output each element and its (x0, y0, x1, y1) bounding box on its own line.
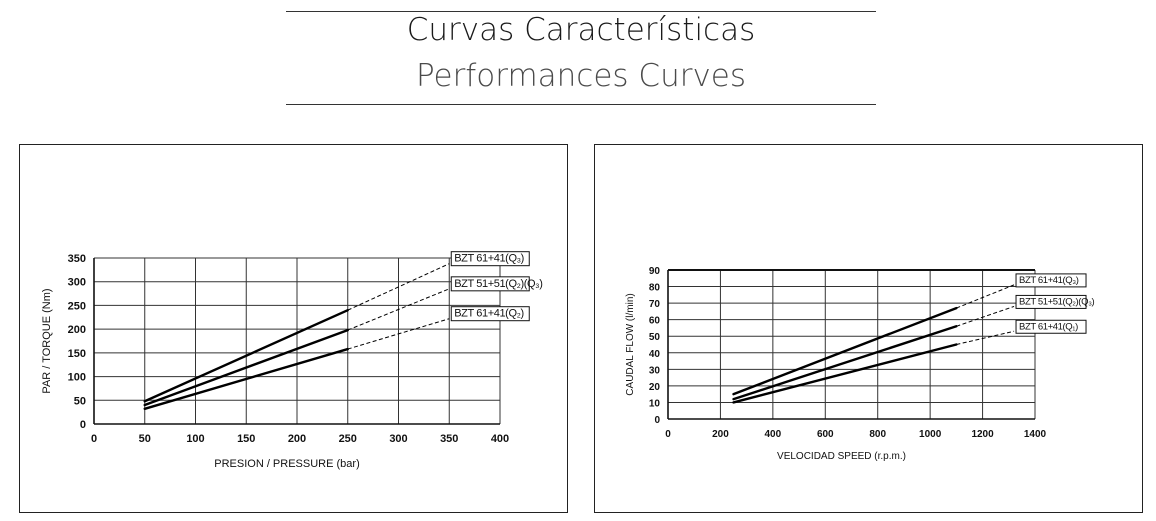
page-title: Curvas Características (406, 12, 756, 48)
series-1: BZT 51+51(Q₂)(Q₃) (143, 276, 543, 407)
series-line-dashed (956, 305, 1015, 327)
x-tick-label: 50 (139, 433, 151, 445)
y-tick-label: 300 (68, 277, 86, 289)
x-tick-label: 100 (186, 433, 204, 445)
series-line-solid (143, 347, 349, 411)
y-tick-label: 30 (649, 365, 661, 376)
x-tick-label: 200 (712, 429, 729, 440)
y-tick-label: 200 (68, 324, 86, 336)
series-0: BZT 61+41(Q₃) (732, 273, 1087, 396)
y-tick-label: 0 (654, 415, 660, 426)
page-subtitle: Performances Curves (415, 58, 747, 94)
x-axis-label: VELOCIDAD SPEED (r.p.m.) (777, 451, 906, 462)
series-label: BZT 51+51(Q₂)(Q₃) (454, 278, 542, 290)
series-line-solid (732, 325, 958, 401)
series-2: BZT 61+41(Q₁) (732, 319, 1087, 404)
series-label-box (450, 306, 530, 322)
series-line-dashed (956, 284, 1015, 309)
y-tick-label: 80 (649, 283, 661, 294)
grid (93, 257, 501, 425)
header-bottom-rule (286, 104, 876, 105)
series-label: BZT 61+41(Q₂) (454, 308, 523, 320)
series-label: BZT 51+51(Q₂)(Q₃) (1019, 296, 1095, 307)
y-tick-label: 70 (649, 299, 661, 310)
series-0: BZT 61+41(Q₃) (143, 251, 530, 403)
series-line-solid (143, 308, 349, 403)
x-tick-label: 1400 (1024, 429, 1047, 440)
y-tick-label: 150 (68, 348, 86, 360)
x-tick-label: 0 (91, 433, 97, 445)
y-tick-label: 50 (649, 332, 661, 343)
series-line-dashed (956, 330, 1015, 345)
torque-chart-panel: 0 50 100 150 200 250 300 350 400 0 50 100 150 200 250 3… (19, 144, 568, 513)
y-axis-label: PAR / TORQUE (Nm) (41, 288, 53, 393)
series-line-dashed (347, 288, 450, 331)
y-tick-label: 250 (68, 300, 86, 312)
x-tick-label: 600 (817, 429, 834, 440)
series-line-solid (732, 306, 958, 396)
x-tick-label: 300 (389, 433, 407, 445)
series-label-box (1015, 273, 1087, 288)
y-tick-label: 10 (649, 398, 661, 409)
y-tick-label: 0 (80, 419, 86, 431)
x-tick-label: 1200 (971, 429, 994, 440)
series-label: BZT 61+41(Q₃) (454, 253, 524, 265)
y-tick-label: 350 (68, 253, 86, 265)
x-tick-label: 400 (765, 429, 782, 440)
y-tick-label: 60 (649, 316, 661, 327)
x-tick-label: 200 (288, 433, 306, 445)
x-tick-label: 250 (339, 433, 357, 445)
grid (667, 269, 1036, 420)
y-tick-label: 90 (649, 266, 661, 277)
series-label: BZT 61+41(Q₁) (1019, 321, 1078, 332)
series-2: BZT 61+41(Q₂) (143, 306, 530, 411)
x-tick-label: 800 (869, 429, 886, 440)
y-axis-label: CAUDAL FLOW (l/min) (625, 293, 636, 395)
x-tick-label: 1000 (919, 429, 942, 440)
y-tick-label: 20 (649, 382, 661, 393)
y-tick-label: 50 (74, 395, 86, 407)
flow-chart-panel: 0 200 400 600 800 1000 1200 1400 0 10 20 30 40 50 60 70… (594, 144, 1143, 513)
series-label-box (1015, 294, 1087, 309)
series-label: BZT 61+41(Q₃) (1019, 275, 1079, 286)
x-tick-label: 400 (491, 433, 509, 445)
series-line-dashed (347, 318, 450, 350)
x-axis-label: PRESION / PRESSURE (bar) (214, 458, 359, 470)
x-tick-label: 0 (665, 429, 671, 440)
torque-pressure-chart: 0 50 100 150 200 250 300 350 400 0 50 100 150 200 250 3… (41, 251, 543, 470)
series-line-solid (732, 343, 958, 404)
series-label-box (1015, 319, 1087, 334)
series-line-solid (143, 328, 349, 407)
x-tick-label: 350 (440, 433, 458, 445)
series-label-box (450, 251, 530, 267)
x-tick-label: 150 (237, 433, 255, 445)
header-top-rule (286, 11, 876, 12)
series-line-dashed (347, 263, 450, 311)
series-label-box (450, 276, 530, 292)
y-tick-label: 100 (68, 372, 86, 384)
flow-speed-chart: 0 200 400 600 800 1000 1200 1400 0 10 20 30 40 50 60 70… (625, 266, 1095, 462)
series-1: BZT 51+51(Q₂)(Q₃) (732, 294, 1095, 401)
y-tick-label: 40 (649, 349, 661, 360)
